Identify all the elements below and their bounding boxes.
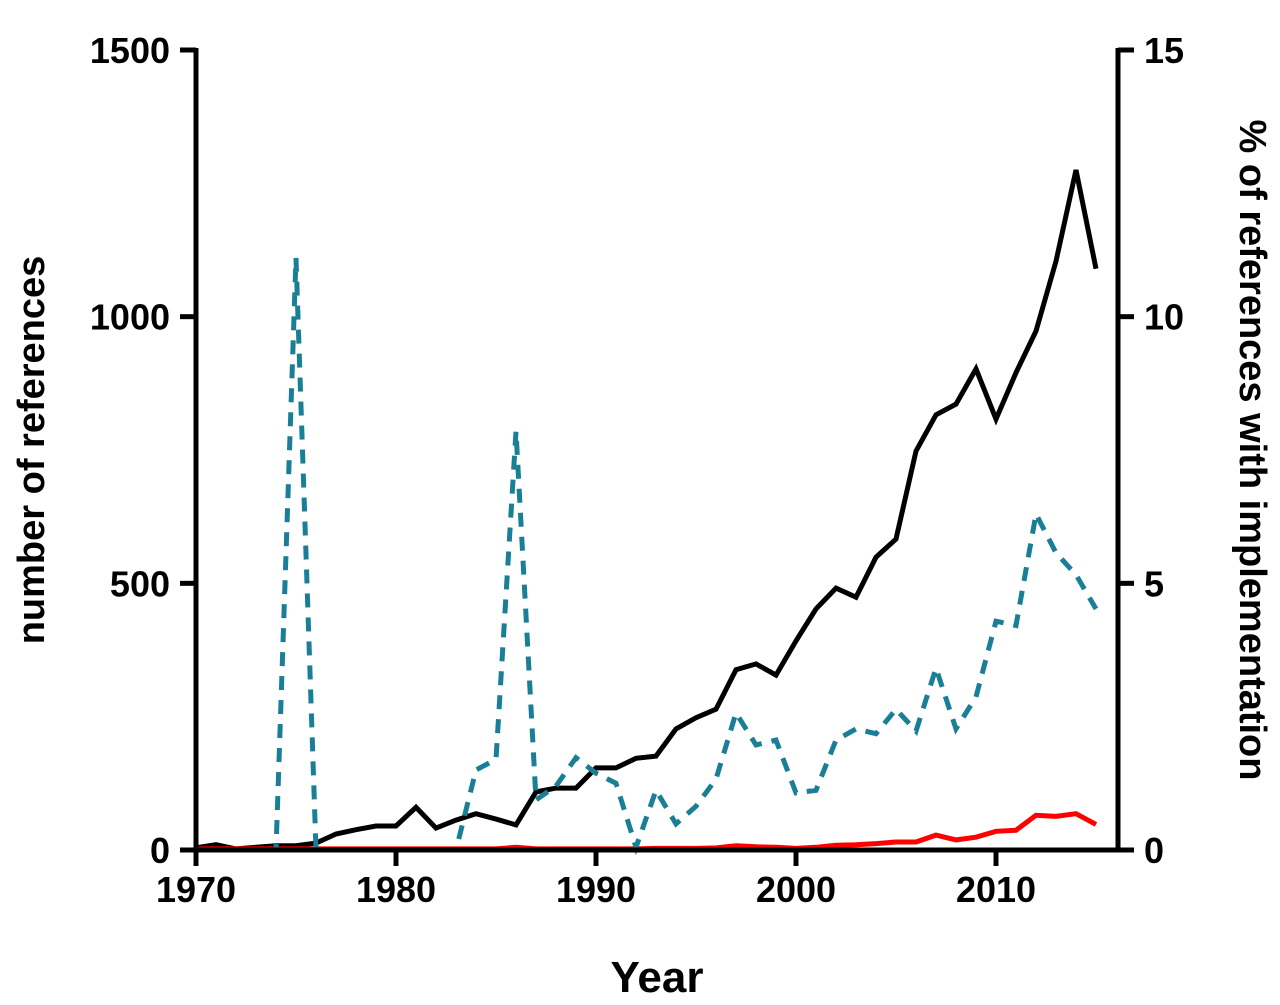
y-axis-right-label: % of references with implementation bbox=[1231, 120, 1273, 781]
x-axis-label: Year bbox=[611, 953, 704, 1000]
y-right-tick-label: 15 bbox=[1144, 30, 1184, 71]
ticks-layer: 1970 1980 1990 2000 2010 0 500 1000 1500 0 5 10 15 bbox=[90, 30, 1184, 910]
y-tick-label: 500 bbox=[110, 563, 170, 604]
x-tick-label: 1970 bbox=[156, 869, 236, 910]
x-tick-label: 2010 bbox=[956, 869, 1036, 910]
x-tick-label: 1980 bbox=[356, 869, 436, 910]
series-line-2 bbox=[196, 257, 1099, 856]
y-right-tick-label: 10 bbox=[1144, 297, 1184, 338]
y-axis-label: number of references bbox=[11, 256, 53, 645]
y-tick-label: 0 bbox=[150, 830, 170, 871]
x-tick-label: 2000 bbox=[756, 869, 836, 910]
series-layer bbox=[195, 169, 1099, 856]
x-tick-label: 1990 bbox=[556, 869, 636, 910]
y-tick-label: 1500 bbox=[90, 30, 170, 71]
y-right-tick-label: 0 bbox=[1144, 830, 1164, 871]
y-tick-label: 1000 bbox=[90, 297, 170, 338]
series-line-0 bbox=[195, 169, 1099, 852]
y-right-tick-label: 5 bbox=[1144, 563, 1164, 604]
